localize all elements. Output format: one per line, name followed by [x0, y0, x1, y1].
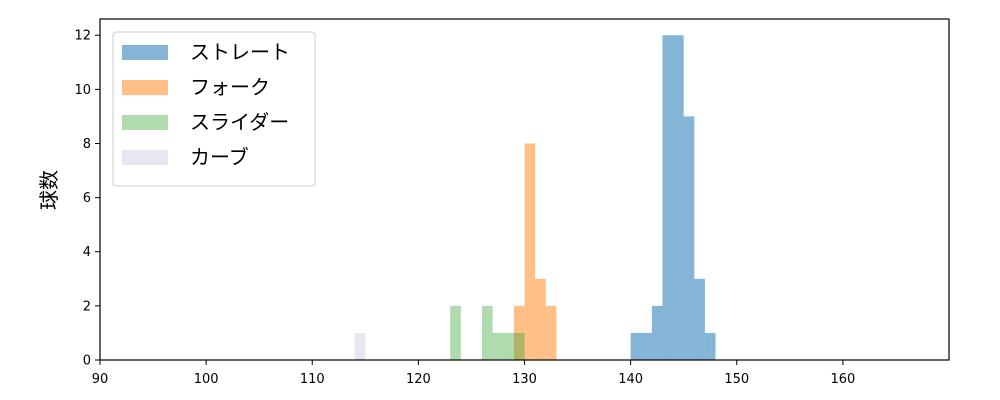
x-tick-label: 90 — [92, 372, 109, 387]
bars-layer — [354, 35, 716, 360]
legend-swatch — [122, 45, 168, 60]
bar-2-1 — [482, 305, 493, 360]
bar-1-2 — [535, 278, 546, 360]
bar-2-4 — [513, 332, 525, 360]
legend-label: カーブ — [190, 145, 249, 169]
y-axis: 0 2 4 6 8 10 12 — [74, 29, 100, 369]
bar-0-4 — [673, 35, 684, 360]
x-axis: 90 100 110 120 130 140 150 160 — [92, 360, 855, 387]
x-tick-label: 150 — [724, 372, 749, 387]
x-tick-label: 100 — [194, 372, 219, 387]
y-tick-label: 2 — [83, 299, 91, 314]
y-tick-label: 0 — [83, 354, 91, 369]
x-tick-label: 130 — [512, 372, 537, 387]
y-tick-label: 4 — [83, 245, 91, 260]
bar-0-7 — [704, 332, 716, 360]
x-tick-label: 140 — [618, 372, 643, 387]
bar-0-3 — [662, 35, 674, 360]
legend-swatch — [122, 80, 168, 95]
bar-1-3 — [545, 305, 557, 360]
legend-swatch — [122, 115, 168, 130]
legend-label: フォーク — [190, 75, 270, 99]
y-tick-label: 12 — [74, 29, 91, 44]
bar-1-1 — [524, 143, 536, 360]
y-tick-label: 10 — [74, 83, 91, 98]
bar-3-0 — [354, 332, 366, 360]
legend-swatch — [122, 150, 168, 165]
x-tick-label: 120 — [406, 372, 431, 387]
bar-2-3 — [503, 332, 514, 360]
bar-0-0 — [630, 332, 642, 360]
bar-2-2 — [492, 332, 504, 360]
y-tick-label: 8 — [83, 137, 91, 152]
legend-label: スライダー — [190, 110, 289, 134]
y-axis-label: 球数 — [37, 170, 61, 210]
legend-box — [112, 31, 316, 187]
bar-0-1 — [641, 332, 652, 360]
bar-0-2 — [651, 305, 663, 360]
y-tick-label: 6 — [83, 191, 91, 206]
x-tick-label: 160 — [830, 372, 855, 387]
bar-0-6 — [694, 278, 705, 360]
bar-1-0 — [513, 305, 525, 360]
legend-label: ストレート — [190, 40, 290, 64]
bar-0-5 — [683, 116, 695, 360]
x-tick-label: 110 — [300, 372, 325, 387]
bar-2-0 — [450, 305, 461, 360]
